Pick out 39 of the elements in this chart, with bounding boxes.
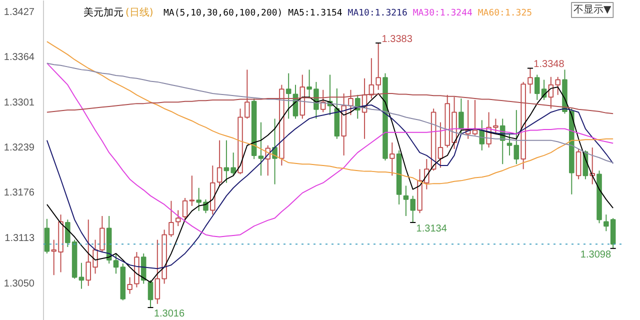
candlestick	[458, 98, 464, 134]
y-tick-label: 1.3050	[4, 278, 35, 290]
candlestick	[44, 218, 50, 254]
y-tick-label: 1.3364	[4, 52, 35, 64]
text: MA10:1.3216	[348, 8, 408, 18]
y-tick-label: 1.3113	[4, 233, 35, 244]
annotation: 1.3098	[580, 249, 612, 260]
candlestick	[127, 276, 132, 294]
legend-title: MA(5,10,30,60,100,200)	[164, 8, 283, 18]
candlestick	[576, 148, 582, 180]
candlestick	[514, 110, 520, 165]
candlestick	[472, 99, 478, 136]
candlestick	[286, 72, 292, 120]
text: (日线)	[126, 6, 154, 18]
text: MA30:1.3244	[412, 8, 472, 18]
candlestick	[438, 122, 444, 168]
y-tick-label: 1.3427	[4, 6, 35, 18]
candlestick	[113, 252, 119, 274]
candlestick	[189, 175, 195, 206]
y-tick-label: 1.3301	[4, 98, 35, 109]
y-tick-label: 1.3176	[4, 188, 35, 199]
candlestick	[390, 142, 395, 176]
candlestick	[506, 133, 512, 156]
candlestick	[348, 89, 354, 116]
annotation: 1.3383	[382, 34, 413, 46]
y-tick-label: 1.3239	[4, 142, 35, 154]
line-series	[46, 41, 614, 185]
candlestick	[258, 122, 264, 176]
text: MA60:1.325	[478, 8, 532, 18]
text: 美元加元	[84, 6, 124, 18]
annotation: 1.3134	[416, 223, 448, 234]
annotation: 1.3016	[154, 308, 185, 320]
candlestick	[182, 197, 188, 220]
candlestick	[175, 210, 181, 227]
text: MA5:1.3154	[288, 8, 342, 18]
annotation: 1.3348	[534, 59, 565, 70]
annotation: 不显示▼	[574, 4, 612, 16]
candlestick	[216, 140, 222, 186]
candlestick	[78, 262, 84, 290]
